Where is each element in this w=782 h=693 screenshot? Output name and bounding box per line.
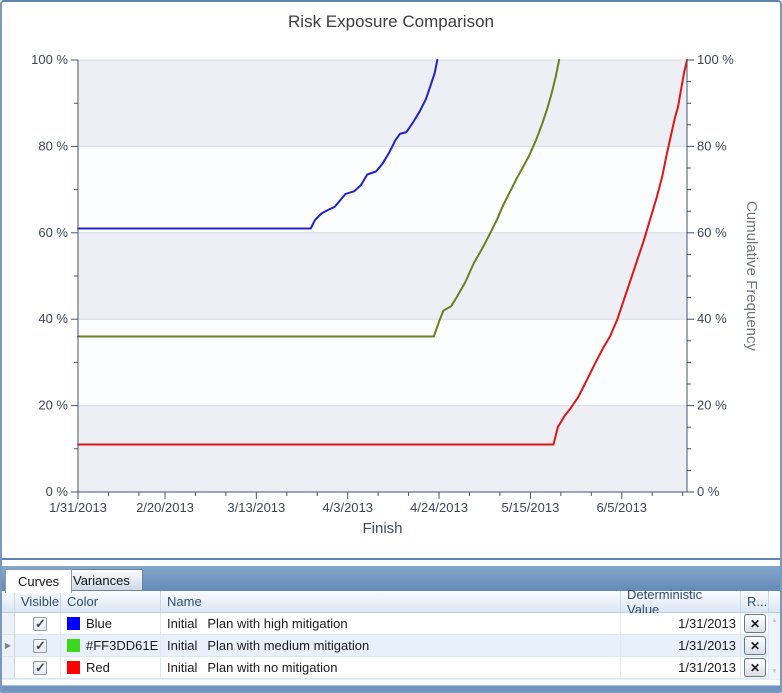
remove-cell: [741, 657, 769, 678]
color-label: Red: [86, 660, 110, 675]
name-prefix: Initial: [167, 616, 198, 631]
table-row[interactable]: Blue Initial Plan with high mitigation 1/31…: [2, 613, 780, 635]
tab-strip: Curves Variances: [2, 566, 780, 593]
header-name: Name: [161, 591, 621, 612]
name-text: Plan with no mitigation: [207, 660, 338, 675]
curve-2: [77, 59, 688, 446]
table-row[interactable]: Red Initial Plan with no mitigation 1/31/20…: [2, 657, 780, 679]
x-tick-label: 3/13/2013: [227, 500, 285, 515]
color-label: Blue: [86, 616, 113, 631]
y-tick-label-left: 100 %: [31, 52, 68, 67]
color-cell[interactable]: Blue: [61, 613, 161, 634]
row-selector[interactable]: [2, 613, 15, 634]
header-remove: R...: [741, 591, 769, 612]
delete-curve-button[interactable]: ✕: [744, 614, 766, 633]
visible-checkbox[interactable]: [33, 616, 47, 632]
curves-table-header: Visible Color Name Deterministic Value R…: [2, 587, 780, 617]
remove-cell: [741, 635, 769, 656]
y-tick-label-left: 80 %: [38, 138, 68, 153]
header-color: Color: [61, 591, 161, 612]
y-tick-label-left: 40 %: [38, 311, 68, 326]
y-tick-label-right: 20 %: [697, 398, 727, 413]
x-tick-label: 2/20/2013: [136, 500, 194, 515]
scroll-down-icon[interactable]: ▼: [771, 668, 778, 675]
y-tick-label-left: 60 %: [38, 225, 68, 240]
color-swatch: [67, 661, 80, 674]
scroll-up-icon[interactable]: ▲: [771, 617, 778, 624]
header-scrollbar-spacer: [769, 591, 780, 612]
y-tick-label-left: 20 %: [38, 398, 68, 413]
window-bottom-strip: [2, 685, 780, 691]
y-tick-label-right: 0 %: [697, 484, 720, 499]
visible-cell: [15, 613, 61, 634]
x-axis-title: Finish: [362, 520, 402, 537]
y-tick-label-left: 0 %: [46, 484, 69, 499]
header-row-selector: [2, 591, 15, 612]
curves-table: Visible Color Name Deterministic Value R…: [2, 587, 780, 679]
name-cell: Initial Plan with medium mitigation: [161, 635, 621, 656]
name-text: Plan with high mitigation: [207, 616, 348, 631]
deterministic-value-cell: 1/31/2013: [621, 613, 741, 634]
row-selector[interactable]: ▶: [2, 635, 15, 656]
current-row-arrow-icon: ▶: [4, 641, 12, 650]
remove-cell: [741, 613, 769, 634]
color-swatch: [67, 617, 80, 630]
y-axis-title-right: Cumulative Frequency: [743, 201, 760, 352]
panel-divider: [2, 558, 780, 560]
visible-cell: [15, 657, 61, 678]
delete-curve-button[interactable]: ✕: [744, 658, 766, 677]
x-tick-label: 4/3/2013: [322, 500, 373, 515]
name-cell: Initial Plan with high mitigation: [161, 613, 621, 634]
x-tick-label: 4/24/2013: [410, 500, 468, 515]
tab-variances[interactable]: Variances: [60, 569, 143, 591]
plot-band: [78, 405, 687, 492]
header-deterministic-value: Deterministic Value: [621, 587, 741, 617]
visible-checkbox[interactable]: [33, 660, 47, 676]
color-cell[interactable]: #FF3DD61E: [61, 635, 161, 656]
curve-0: [77, 59, 439, 230]
tab-curves[interactable]: Curves: [5, 569, 73, 593]
color-label: #FF3DD61E: [86, 638, 159, 653]
name-cell: Initial Plan with no mitigation: [161, 657, 621, 678]
x-tick-label: 5/15/2013: [501, 500, 559, 515]
row-selector[interactable]: [2, 657, 15, 678]
visible-cell: [15, 635, 61, 656]
chart-title: Risk Exposure Comparison: [288, 12, 494, 31]
table-bottom-fill: [2, 679, 780, 686]
y-tick-label-right: 80 %: [697, 138, 727, 153]
name-prefix: Initial: [167, 638, 198, 653]
table-row[interactable]: ▶ #FF3DD61E Initial Plan with medium mitiga…: [2, 635, 780, 657]
color-swatch: [67, 639, 80, 652]
risk-exposure-chart: 0 % 0 % 20 % 20 % 40 % 40 % 60 % 60 % 80 % 80 % 10…: [31, 52, 760, 537]
y-tick-label-right: 100 %: [697, 52, 734, 67]
name-text: Plan with medium mitigation: [207, 638, 370, 653]
x-tick-label: 6/5/2013: [596, 500, 647, 515]
y-tick-label-right: 60 %: [697, 225, 727, 240]
color-cell[interactable]: Red: [61, 657, 161, 678]
y-tick-label-right: 40 %: [697, 311, 727, 326]
deterministic-value-cell: 1/31/2013: [621, 657, 741, 678]
plot-band: [78, 232, 687, 320]
curve-1: [77, 59, 561, 338]
visible-checkbox[interactable]: [33, 638, 47, 654]
x-tick-label: 1/31/2013: [49, 500, 107, 515]
deterministic-value-cell: 1/31/2013: [621, 635, 741, 656]
header-visible: Visible: [15, 591, 61, 612]
delete-curve-button[interactable]: ✕: [744, 636, 766, 655]
table-scrollbar[interactable]: ▲ ▼: [769, 613, 780, 679]
plot-band: [78, 60, 687, 147]
name-prefix: Initial: [167, 660, 198, 675]
